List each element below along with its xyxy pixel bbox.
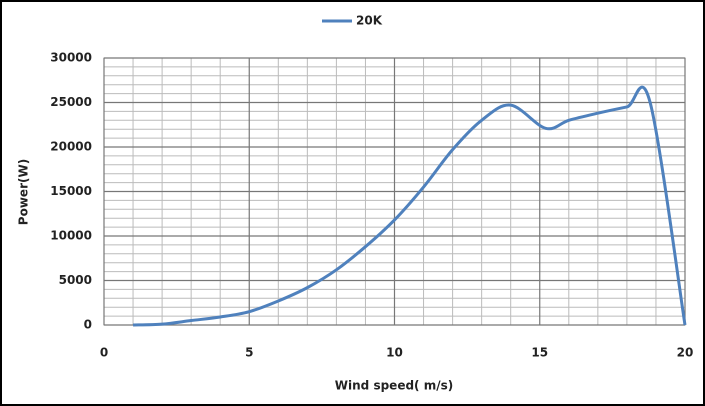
x-tick-label: 10 — [386, 346, 403, 360]
y-tick-label: 0 — [84, 318, 92, 332]
x-tick-label: 0 — [100, 346, 108, 360]
y-tick-label: 10000 — [50, 229, 92, 243]
y-tick-label: 20000 — [50, 140, 92, 154]
legend-label: 20K — [356, 14, 383, 28]
y-tick-label: 15000 — [50, 184, 92, 198]
x-tick-label: 20 — [677, 346, 694, 360]
x-tick-label: 5 — [245, 346, 253, 360]
y-tick-label: 30000 — [50, 51, 92, 65]
y-tick-label: 25000 — [50, 95, 92, 109]
line — [133, 85, 687, 327]
x-tick-label: 15 — [531, 346, 548, 360]
y-tick-label: 5000 — [59, 273, 92, 287]
y-axis-label: Power(W) — [17, 159, 31, 225]
x-axis-label: Wind speed( m/s) — [335, 379, 453, 393]
